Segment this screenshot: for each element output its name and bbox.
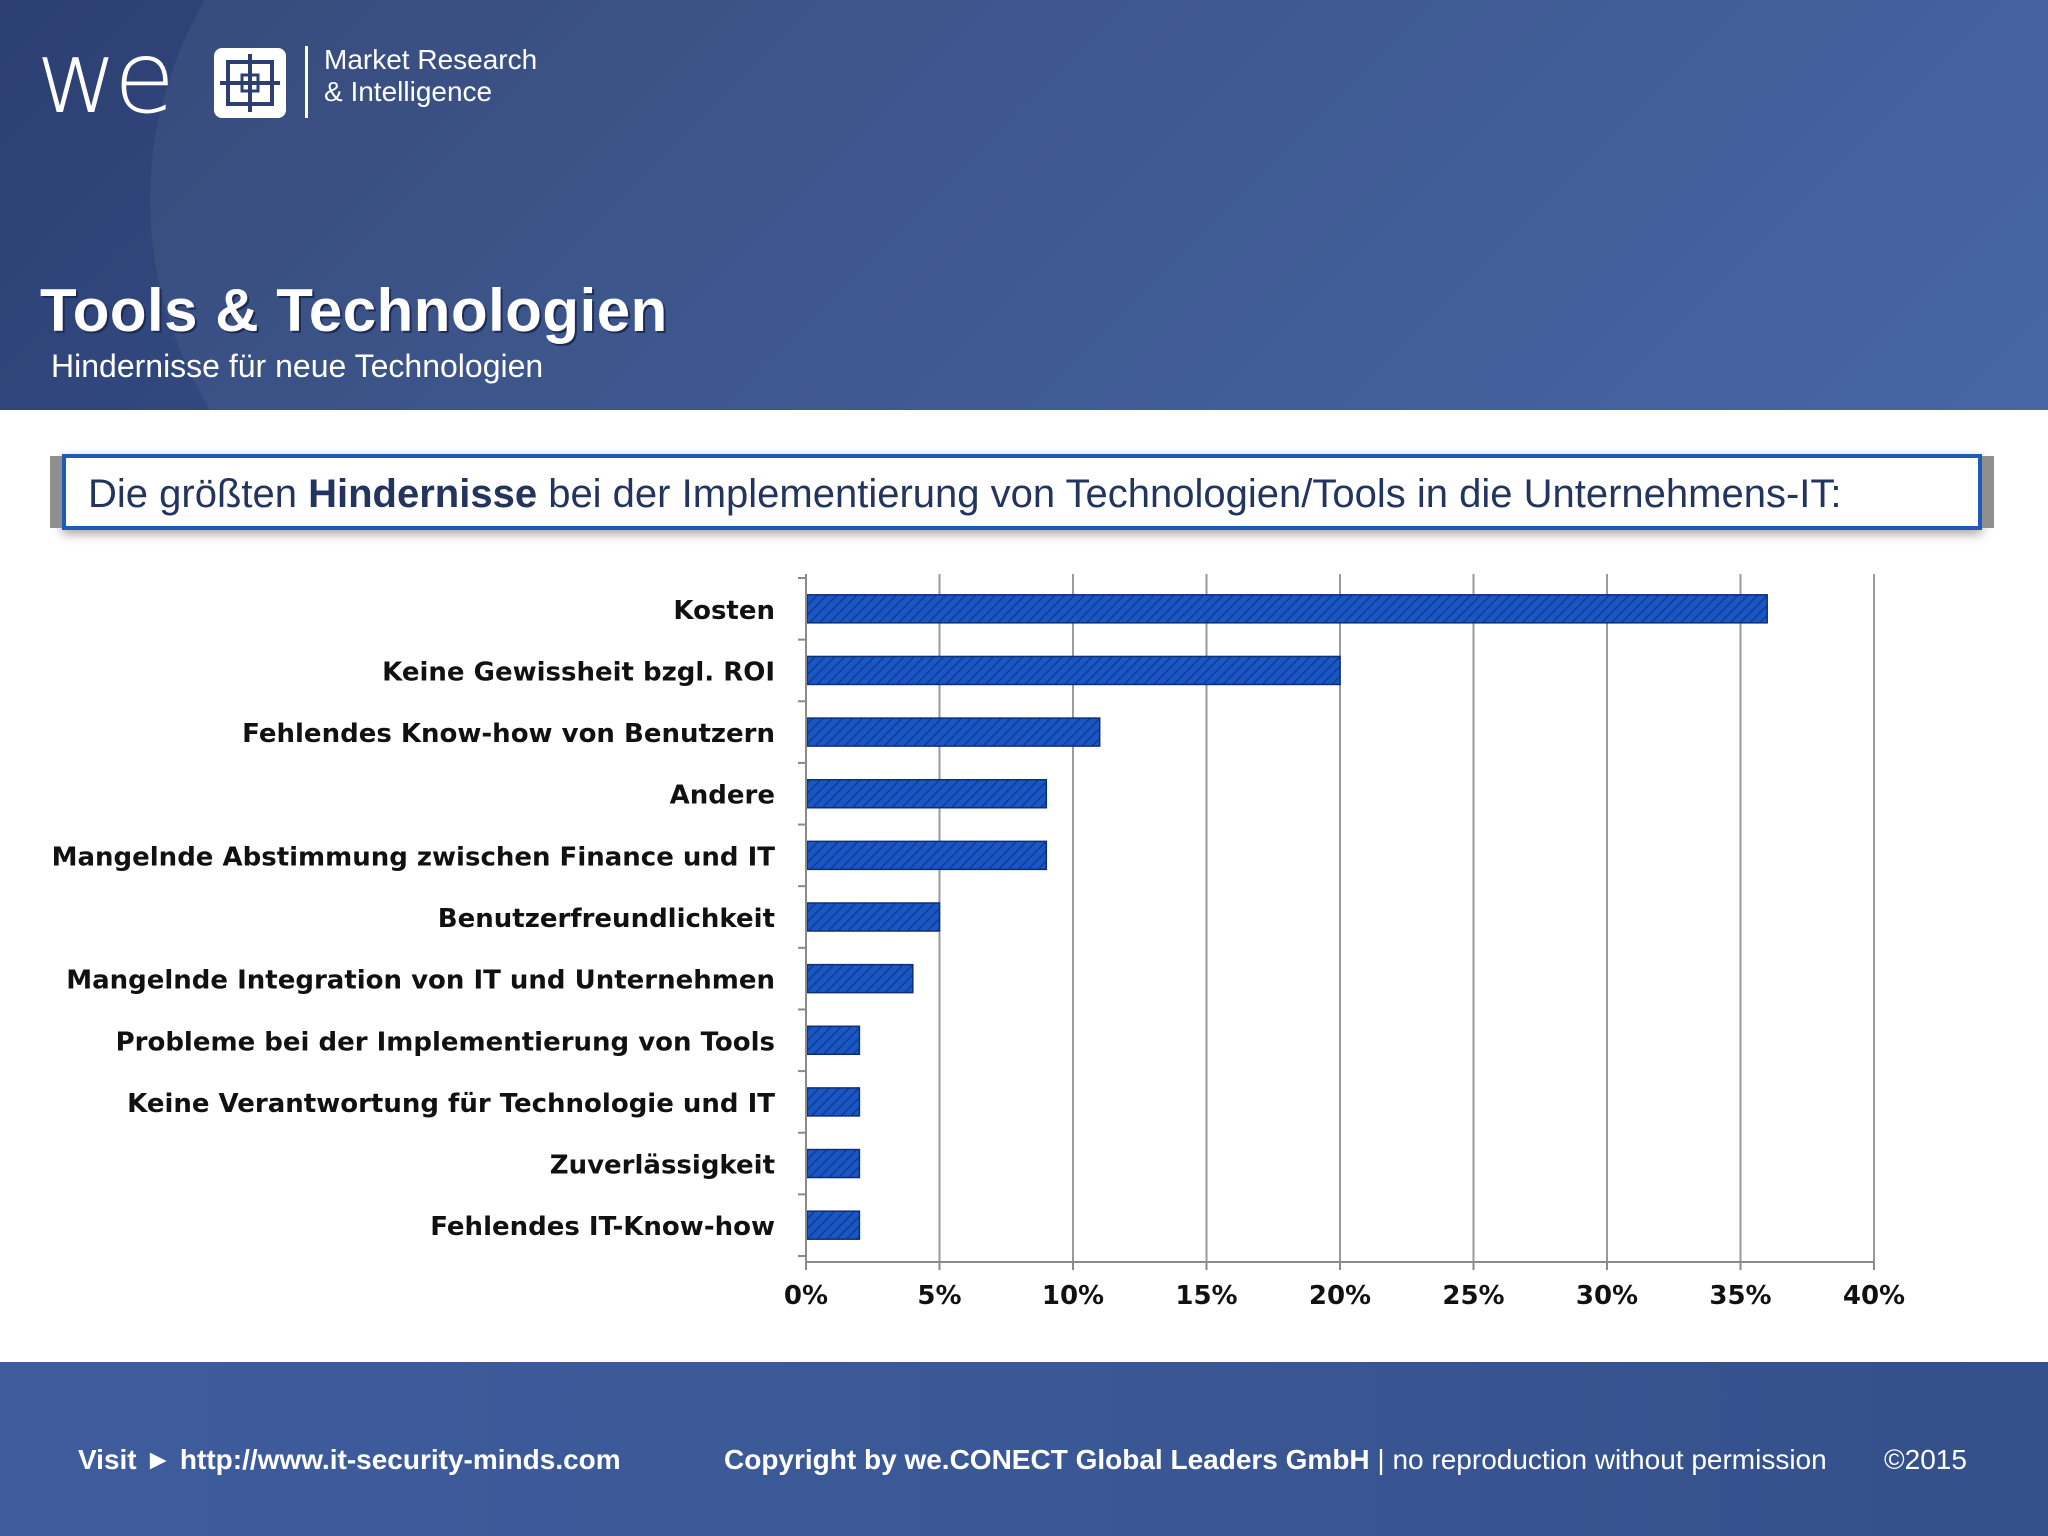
chart-axes [798, 574, 1875, 1270]
copyright-year: ©2015 [1884, 1444, 1967, 1475]
bar-9 [806, 1148, 861, 1179]
header-banner: we Market Research & Intelligence Tools … [0, 0, 2048, 410]
category-label-0: Kosten [673, 596, 775, 626]
reproduction-notice: | no reproduction without permission [1369, 1444, 1827, 1475]
logo-tagline: Market Research & Intelligence [324, 44, 537, 108]
footer-banner [0, 1362, 2048, 1536]
x-tick-label-5: 5% [917, 1281, 961, 1311]
bar-5 [806, 902, 941, 932]
logo-divider [305, 46, 308, 118]
question-box: Die größten Hindernisse bei der Implemen… [62, 454, 1982, 530]
logo-tagline-line2: & Intelligence [324, 76, 493, 107]
question-emphasis: Hindernisse [308, 472, 538, 516]
question-prefix: Die größten [88, 472, 309, 516]
category-label-7: Probleme bei der Implementierung von Too… [116, 1027, 775, 1057]
category-label-9: Zuverlässigkeit [550, 1151, 775, 1181]
x-tick-label-30: 30% [1576, 1281, 1638, 1311]
logo-tagline-line1: Market Research [324, 44, 538, 75]
category-label-6: Mangelnde Integration von IT und Unterne… [66, 966, 775, 996]
bar-6 [806, 963, 914, 994]
bar-chart: Kosten Keine Gewissheit bzgl. ROI Fehlende… [52, 574, 1906, 1311]
chart-labels: Kosten Keine Gewissheit bzgl. ROI Fehlende… [52, 596, 1906, 1311]
x-tick-label-25: 25% [1442, 1281, 1504, 1311]
chart-gridlines [938, 574, 1875, 1262]
x-tick-label-20: 20% [1309, 1281, 1371, 1311]
question-text: Die größten Hindernisse bei der Implemen… [88, 472, 1968, 517]
copyright-notice: Copyright by we.CONECT Global Leaders Gm… [724, 1444, 1827, 1476]
category-label-5: Benutzerfreundlichkeit [438, 904, 775, 934]
bar-3 [806, 778, 1048, 809]
x-tick-label-10: 10% [1042, 1281, 1104, 1311]
x-tick-label-0: 0% [784, 1281, 828, 1311]
bar-1 [806, 655, 1341, 686]
category-label-3: Andere [670, 781, 775, 811]
chart-bars [806, 594, 1768, 1240]
x-tick-label-35: 35% [1709, 1281, 1771, 1311]
category-label-1: Keine Gewissheit bzgl. ROI [382, 657, 775, 687]
bar-8 [806, 1087, 861, 1117]
category-label-4: Mangelnde Abstimmung zwischen Finance un… [52, 842, 776, 872]
bar-2 [806, 717, 1101, 747]
bar-0 [806, 594, 1768, 624]
x-tick-label-40: 40% [1843, 1281, 1905, 1311]
logo-crosshair-icon [214, 48, 286, 118]
page-title: Tools & Technologien [40, 277, 668, 344]
bar-7 [806, 1025, 861, 1056]
bar-10 [806, 1210, 861, 1240]
copyright-holder: Copyright by we.CONECT Global Leaders Gm… [724, 1444, 1370, 1475]
header-swoosh-decoration [150, 0, 2048, 410]
category-label-2: Fehlendes Know-how von Benutzern [242, 719, 775, 749]
bar-4 [806, 840, 1048, 871]
category-label-10: Fehlendes IT-Know-how [430, 1212, 775, 1242]
logo-wordmark: we [36, 19, 175, 136]
x-tick-label-15: 15% [1175, 1281, 1237, 1311]
page-subtitle: Hindernisse für neue Technologien [51, 348, 544, 384]
visit-link[interactable]: Visit ► http://www.it-security-minds.com [78, 1444, 621, 1475]
question-suffix: bei der Implementierung von Technologien… [537, 472, 1842, 516]
category-label-8: Keine Verantwortung für Technologie und … [127, 1089, 775, 1119]
